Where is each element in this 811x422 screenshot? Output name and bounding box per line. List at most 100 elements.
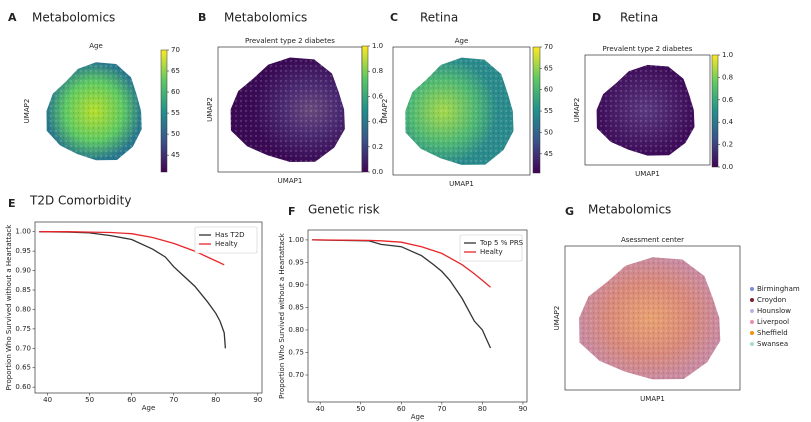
x-tick-label: 40 [43, 396, 52, 404]
y-axis-label: UMAP2 [23, 99, 31, 124]
y-tick-label: 1.00 [15, 228, 31, 236]
legend-label: Healty [215, 240, 238, 248]
y-tick-label: 0.80 [15, 305, 31, 313]
panel-heading: Retina [420, 11, 458, 25]
x-tick-label: 70 [437, 405, 446, 413]
legend-box [459, 234, 523, 262]
panel-letter: B [198, 11, 206, 24]
x-axis-label: Age [142, 404, 156, 412]
panel-heading: Metabolomics [224, 11, 307, 25]
x-tick-label: 70 [169, 396, 178, 404]
colorbar-tick-label: 50 [544, 128, 553, 136]
colorbar-tick-label: 0.8 [722, 73, 733, 81]
plot-title: Asessment center [621, 236, 684, 244]
y-axis-label: Proportion Who Survived without a Hearta… [5, 224, 13, 391]
y-axis-label: UMAP2 [573, 98, 581, 123]
y-tick-label: 0.85 [288, 303, 304, 311]
y-tick-label: 0.90 [15, 267, 31, 275]
plot-title: Age [89, 42, 103, 50]
colorbar [711, 54, 719, 168]
legend-label: Croydon [757, 296, 786, 304]
y-axis-label: UMAP2 [206, 97, 214, 122]
x-axis-label: Age [411, 413, 425, 421]
x-tick-label: 80 [211, 396, 220, 404]
x-axis-label: UMAP1 [449, 180, 474, 188]
x-tick-label: 60 [397, 405, 406, 413]
point-cloud-texture [579, 257, 721, 380]
y-tick-label: 0.70 [288, 371, 304, 379]
colorbar-tick-label: 0.2 [372, 143, 383, 151]
x-axis-label: UMAP1 [278, 177, 303, 185]
colorbar-tick-label: 55 [544, 107, 553, 115]
legend-label: Birmingham [757, 285, 800, 293]
plot-title: Prevalent type 2 diabetes [603, 45, 693, 53]
plot-frame [307, 229, 528, 403]
legend-label: Swansea [757, 340, 788, 348]
y-tick-label: 0.80 [288, 326, 304, 334]
point-cloud-texture [596, 64, 695, 156]
colorbar-tick-label: 0.0 [722, 163, 733, 171]
colorbar-tick-label: 60 [544, 86, 553, 94]
legend-marker [750, 298, 754, 302]
y-tick-label: 0.65 [15, 364, 31, 372]
point-cloud-texture [405, 57, 514, 165]
x-axis-label: UMAP1 [640, 395, 665, 403]
colorbar-tick-label: 60 [171, 88, 180, 96]
panel-heading: Genetic risk [308, 203, 380, 217]
y-tick-label: 0.95 [288, 258, 304, 266]
colorbar-tick-label: 70 [171, 46, 180, 54]
plot-frame [584, 54, 711, 166]
legend-label: Liverpool [757, 318, 789, 326]
x-tick-label: 50 [85, 396, 94, 404]
colorbar-tick-label: 0.6 [372, 92, 384, 100]
y-tick-label: 0.75 [15, 325, 31, 333]
panel-letter: D [592, 11, 601, 24]
colorbar [532, 46, 541, 174]
legend-marker [750, 320, 754, 324]
x-tick-label: 60 [127, 396, 136, 404]
survival-line [312, 239, 491, 288]
survival-line [312, 239, 492, 349]
panel-heading: Metabolomics [588, 203, 671, 217]
y-axis-label: UMAP2 [381, 99, 389, 124]
colorbar-tick-label: 55 [171, 109, 180, 117]
plot-title: Age [455, 37, 469, 45]
survival-line [39, 231, 225, 266]
x-tick-label: 90 [518, 405, 527, 413]
point-cloud-texture [46, 62, 142, 161]
y-axis-label: UMAP2 [553, 306, 561, 331]
colorbar-tick-label: 65 [171, 67, 180, 75]
legend-box [194, 226, 258, 254]
x-axis-label: UMAP1 [635, 170, 660, 178]
plot-frame [392, 46, 531, 176]
y-tick-label: 0.95 [15, 247, 31, 255]
y-tick-label: 0.75 [288, 348, 304, 356]
legend-marker [750, 287, 754, 291]
plot-title: Prevalent type 2 diabetes [245, 37, 335, 45]
legend-marker [750, 331, 754, 335]
panel-letter: G [565, 205, 574, 218]
plot-frame [34, 221, 263, 394]
colorbar [361, 45, 369, 173]
colorbar-tick-label: 1.0 [722, 51, 733, 59]
panel-letter: E [8, 197, 16, 210]
colorbar-tick-label: 0.4 [722, 118, 734, 126]
colorbar [160, 49, 168, 173]
colorbar-tick-label: 0.8 [372, 67, 383, 75]
legend-label: Has T2D [215, 231, 245, 239]
legend-label: Healty [480, 248, 503, 256]
colorbar-tick-label: 45 [171, 151, 180, 159]
x-tick-label: 80 [478, 405, 487, 413]
colorbar-tick-label: 0.4 [372, 118, 384, 126]
panel-heading: Metabolomics [32, 11, 115, 25]
y-tick-label: 1.00 [288, 236, 304, 244]
y-axis-label: Proportion Who Survived without a Hearta… [278, 232, 286, 399]
colorbar-tick-label: 50 [171, 130, 180, 138]
y-tick-label: 0.85 [15, 286, 31, 294]
panel-letter: C [390, 11, 398, 24]
legend-label: Top 5 % PRS [479, 239, 524, 247]
legend-marker [750, 342, 754, 346]
x-tick-label: 90 [253, 396, 262, 404]
panel-letter: A [8, 11, 17, 24]
